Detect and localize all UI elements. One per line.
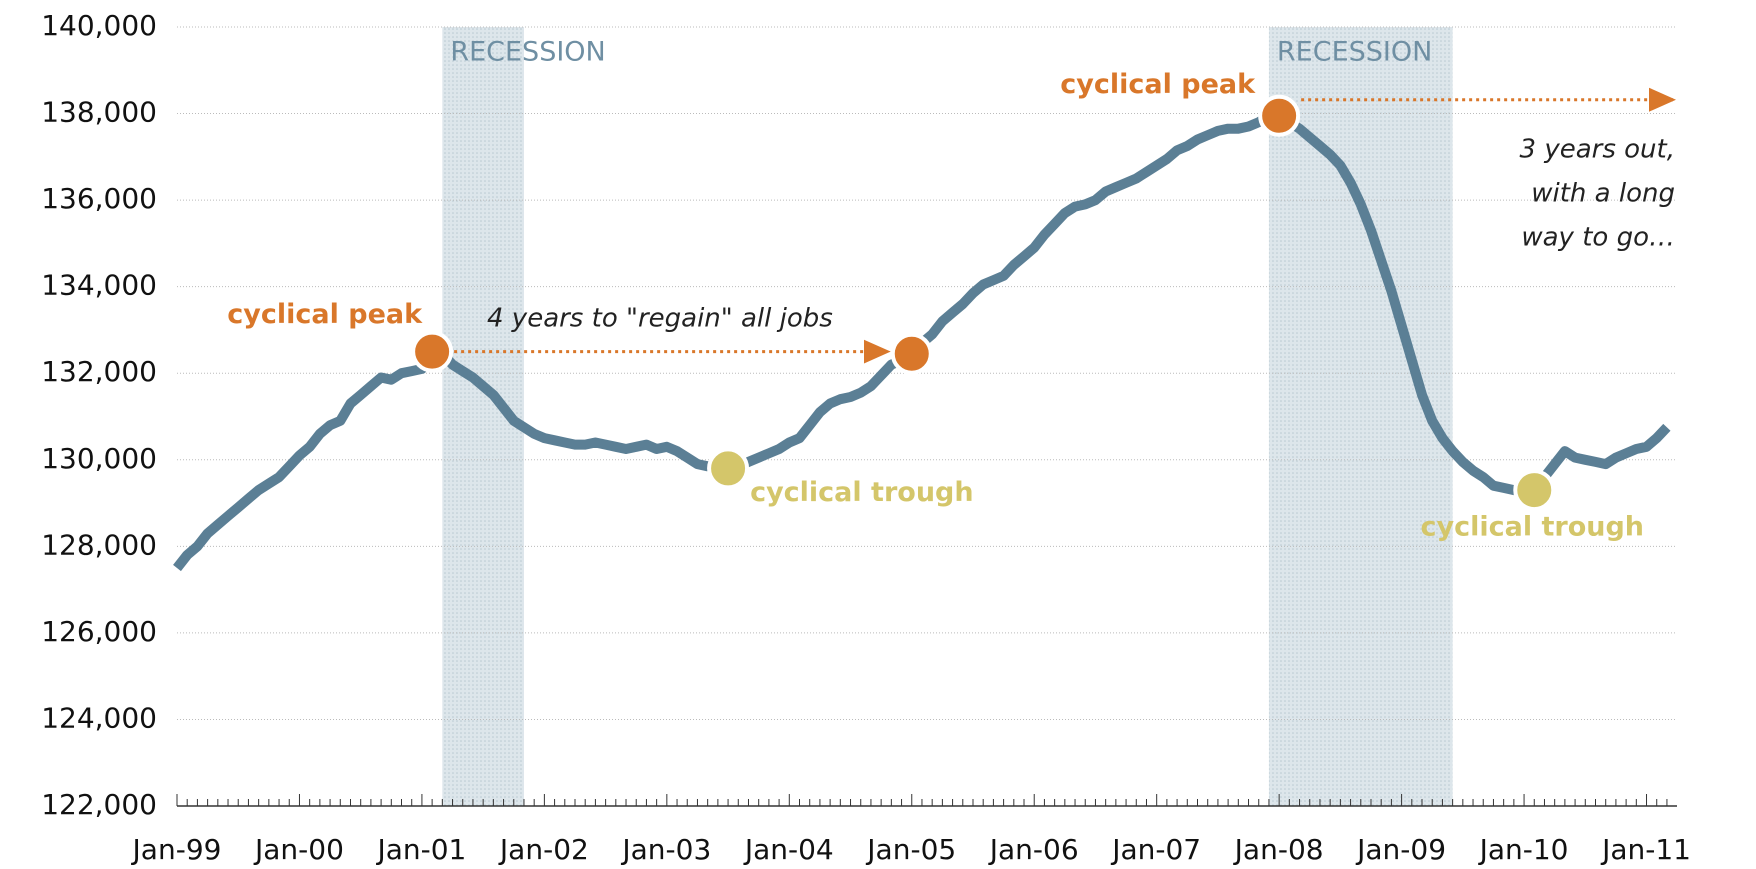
y-tick-label: 132,000 xyxy=(41,355,157,388)
note: way to go… xyxy=(1521,223,1675,253)
annotation-label: cyclical peak xyxy=(227,299,423,330)
recession-label: RECESSION xyxy=(1277,37,1432,68)
x-tick-label: Jan-07 xyxy=(1110,833,1201,866)
annotation-label: cyclical trough xyxy=(750,477,974,508)
y-tick-label: 134,000 xyxy=(41,269,157,302)
annotation-dot xyxy=(890,332,933,375)
annotation-dot xyxy=(1513,469,1556,512)
x-tick-label: Jan-04 xyxy=(743,833,834,866)
annotation-dot xyxy=(707,447,750,490)
x-tick-label: Jan-11 xyxy=(1600,833,1691,866)
x-tick-label: Jan-99 xyxy=(131,833,222,866)
x-tick-label: Jan-01 xyxy=(375,833,466,866)
x-tick-label: Jan-06 xyxy=(988,833,1079,866)
y-tick-label: 122,000 xyxy=(41,788,157,821)
y-tick-label: 136,000 xyxy=(41,182,157,215)
x-tick-label: Jan-03 xyxy=(620,833,711,866)
y-tick-label: 124,000 xyxy=(41,701,157,734)
y-tick-label: 140,000 xyxy=(41,9,157,42)
x-tick-label: Jan-09 xyxy=(1355,833,1446,866)
y-tick-label: 130,000 xyxy=(41,442,157,475)
x-tick-label: Jan-08 xyxy=(1233,833,1324,866)
note: 3 years out, xyxy=(1520,135,1675,165)
annotation-dot xyxy=(411,330,454,373)
annotation-label: cyclical peak xyxy=(1060,69,1256,100)
recession-band xyxy=(1268,27,1453,806)
recession-label: RECESSION xyxy=(450,37,605,68)
y-tick-label: 138,000 xyxy=(41,96,157,129)
y-tick-label: 126,000 xyxy=(41,615,157,648)
x-tick-label: Jan-00 xyxy=(253,833,344,866)
y-tick-label: 128,000 xyxy=(41,528,157,561)
annotation-dot xyxy=(1258,94,1301,137)
annotation-label: cyclical trough xyxy=(1420,512,1644,543)
note: 4 years to "regain" all jobs xyxy=(487,304,833,334)
x-tick-label: Jan-02 xyxy=(498,833,589,866)
x-tick-label: Jan-05 xyxy=(865,833,956,866)
note: with a long xyxy=(1531,179,1675,209)
x-tick-label: Jan-10 xyxy=(1478,833,1569,866)
